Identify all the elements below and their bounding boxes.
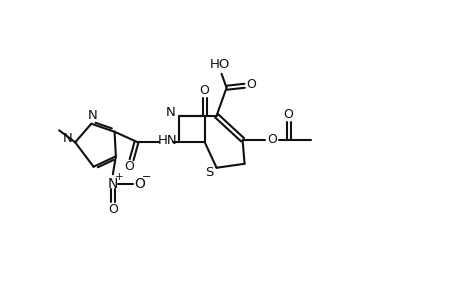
Text: −: −: [142, 172, 151, 182]
Text: O: O: [283, 108, 293, 121]
Text: N: N: [107, 177, 118, 191]
Text: +: +: [114, 172, 123, 182]
Text: S: S: [205, 166, 213, 179]
Text: HN: HN: [157, 134, 177, 147]
Text: O: O: [246, 78, 256, 91]
Text: O: O: [267, 133, 277, 146]
Text: N: N: [62, 132, 72, 145]
Text: O: O: [199, 84, 209, 97]
Text: N: N: [165, 106, 175, 119]
Text: O: O: [134, 177, 145, 191]
Text: HO: HO: [209, 58, 229, 71]
Text: N: N: [87, 109, 97, 122]
Text: O: O: [124, 160, 134, 173]
Text: O: O: [108, 203, 118, 216]
